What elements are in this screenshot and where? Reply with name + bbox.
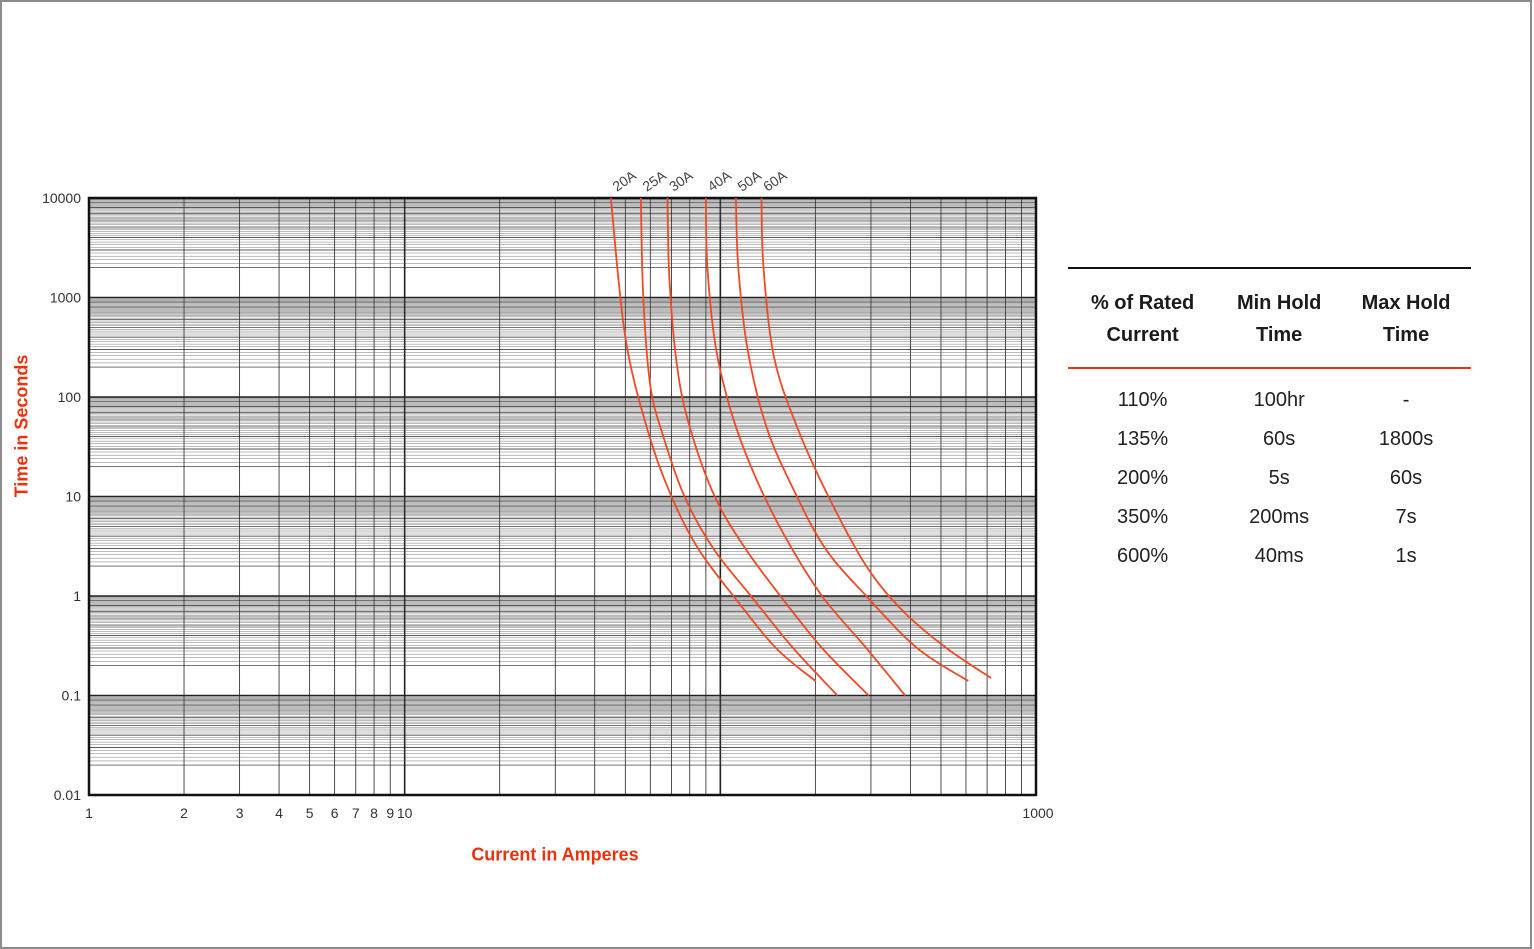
- table-cell: 1s: [1395, 545, 1417, 567]
- hold-time-table: % of Rated Current Min Hold Time Max Hol…: [1068, 267, 1471, 576]
- table-cell: 200ms: [1249, 506, 1310, 528]
- x-tick-label: 3: [236, 805, 244, 821]
- header-max-hold-time: Max Hold Time: [1341, 268, 1471, 369]
- table-row: 110% 100hr -: [1068, 368, 1471, 420]
- table-cell: 350%: [1117, 506, 1169, 528]
- table-row: 600% 40ms 1s: [1068, 537, 1471, 576]
- table-cell: 110%: [1117, 389, 1168, 411]
- table-row: 135% 60s 1800s: [1068, 420, 1471, 459]
- header-line: Max Hold: [1361, 292, 1451, 314]
- x-tick-label: 8: [370, 805, 378, 821]
- header-line: Time: [1255, 324, 1303, 346]
- table-cell: 135%: [1117, 428, 1169, 450]
- table-row: 200% 5s 60s: [1068, 459, 1471, 498]
- series-line: [760, 197, 992, 679]
- table-cell: 7s: [1395, 506, 1417, 528]
- series-label: 20A: [609, 167, 639, 195]
- x-tick-label: 5: [306, 805, 314, 821]
- header-min-hold-time: Min Hold Time: [1217, 268, 1342, 369]
- table-cell: 600%: [1117, 545, 1169, 567]
- table-cell: 100hr: [1253, 389, 1305, 411]
- y-tick-label: 100: [58, 389, 82, 405]
- plot-border: [87, 196, 1038, 797]
- series-label: 60A: [760, 167, 790, 195]
- table-cell: 60s: [1263, 428, 1296, 450]
- y-tick-label: 0.1: [62, 688, 82, 704]
- table-cell: 60s: [1389, 467, 1423, 489]
- series-line: [639, 197, 839, 697]
- series-label: 30A: [666, 167, 696, 195]
- table-cell: 40ms: [1254, 545, 1304, 567]
- header-rated-current: % of Rated Current: [1068, 268, 1218, 369]
- header-line: % of Rated: [1090, 292, 1195, 314]
- series-line: [609, 197, 816, 682]
- table-cell: -: [1402, 389, 1410, 411]
- x-axis-title: Current in Amperes: [471, 844, 639, 865]
- series-line: [704, 197, 906, 697]
- x-tick-label: 4: [275, 805, 283, 821]
- y-tick-label: 10: [65, 489, 81, 505]
- table-row: 350% 200ms 7s: [1068, 498, 1471, 537]
- table-header-row: % of Rated Current Min Hold Time Max Hol…: [1068, 268, 1471, 369]
- x-tick-label: 9: [386, 805, 394, 821]
- y-axis-title: Time in Seconds: [11, 354, 32, 498]
- header-line: Min Hold: [1236, 292, 1322, 314]
- series-label: 40A: [704, 167, 734, 195]
- x-tick-label: 7: [352, 805, 360, 821]
- header-line: Time: [1382, 324, 1430, 346]
- y-tick-label: 1000: [50, 290, 81, 306]
- x-tick-label: 10: [397, 805, 413, 821]
- x-tick-label: 1: [85, 805, 93, 821]
- table-cell: 1800s: [1378, 428, 1434, 450]
- header-line: Current: [1106, 324, 1179, 346]
- table-cell: 5s: [1268, 467, 1290, 489]
- series-line: [734, 197, 969, 682]
- x-tick-label: 6: [331, 805, 339, 821]
- y-tick-label: 0.01: [54, 787, 81, 803]
- x-tick-label: 2: [180, 805, 188, 821]
- y-tick-label: 1: [73, 588, 81, 604]
- series-line: [666, 197, 870, 697]
- series-label: 25A: [639, 167, 669, 195]
- y-tick-label: 10000: [42, 190, 81, 206]
- x-tick-label: 1000: [1022, 805, 1053, 821]
- table-cell: 200%: [1117, 467, 1169, 489]
